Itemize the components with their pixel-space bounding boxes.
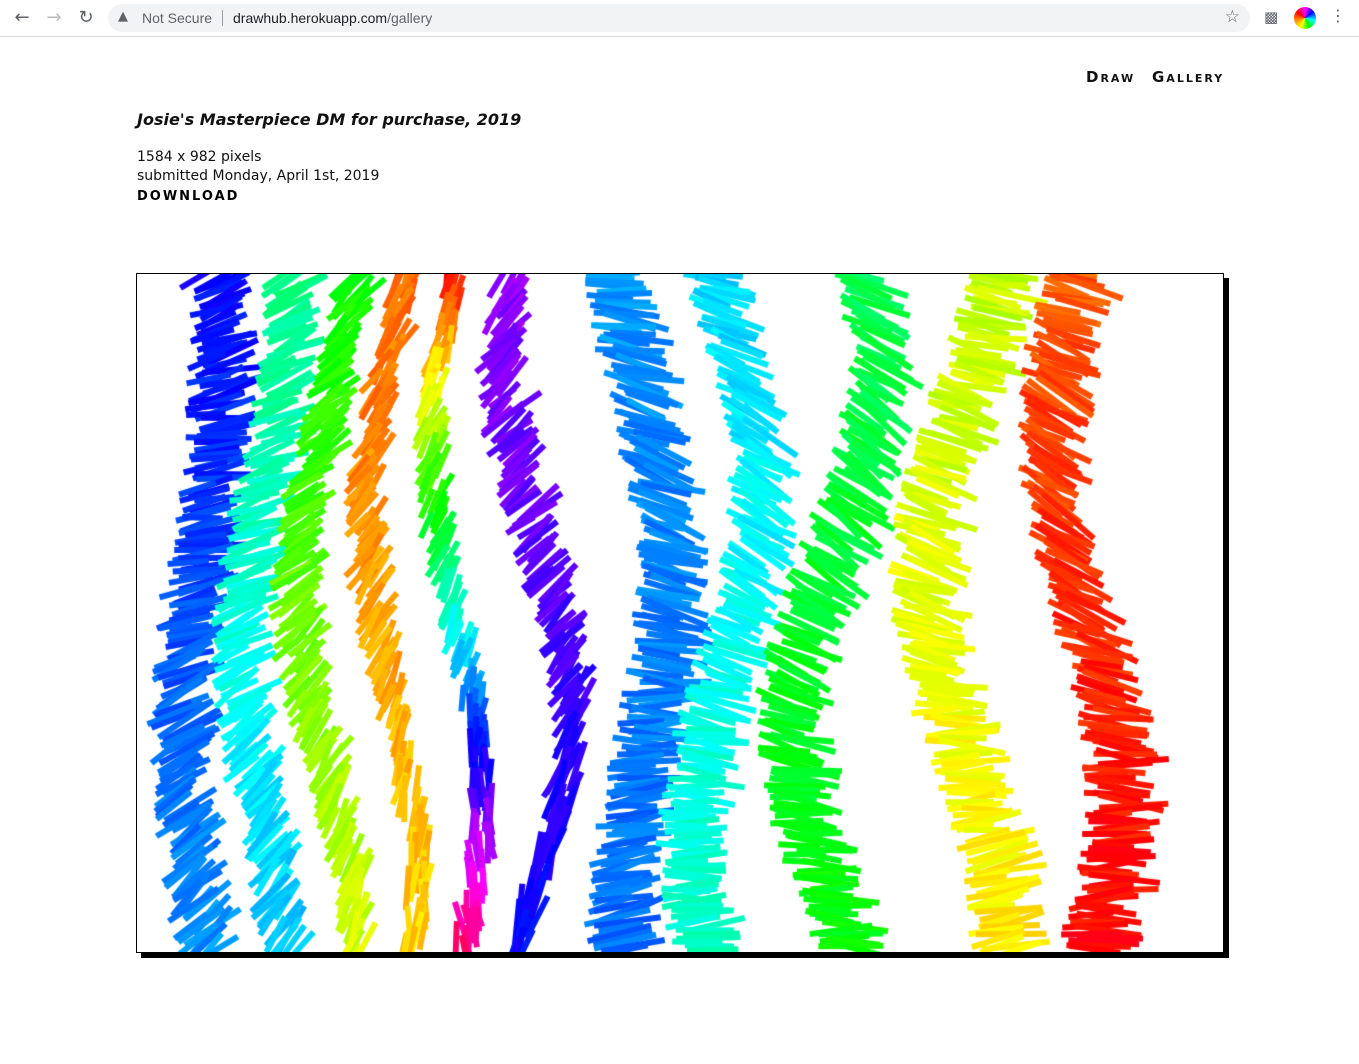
drawing-image — [136, 273, 1224, 953]
back-arrow-icon[interactable]: ← — [14, 7, 30, 28]
puzzle-icon[interactable]: ▩ — [1264, 8, 1279, 26]
nav-draw-link[interactable]: Draw — [1086, 68, 1136, 86]
forward-arrow-icon[interactable]: → — [46, 7, 62, 28]
drawing-submitted-date: submitted Monday, April 1st, 2019 — [137, 168, 380, 184]
browser-toolbar: ← → ↻ ▲ Not Secure drawhub.herokuapp.com… — [0, 0, 1359, 37]
address-bar[interactable]: ▲ Not Secure drawhub.herokuapp.com/galle… — [108, 4, 1250, 32]
url-path: /gallery — [387, 10, 433, 26]
url-host: drawhub.herokuapp.com — [233, 10, 388, 26]
drawing-canvas — [137, 274, 1223, 952]
reload-icon[interactable]: ↻ — [78, 7, 94, 28]
avatar[interactable] — [1294, 7, 1316, 29]
drawing-title: Josie's Masterpiece DM for purchase, 201… — [137, 110, 522, 129]
security-label[interactable]: Not Secure — [142, 10, 213, 26]
star-icon[interactable]: ☆ — [1224, 7, 1240, 27]
divider — [222, 10, 223, 26]
download-link[interactable]: DOWNLOAD — [137, 189, 240, 204]
drawing-dimensions: 1584 x 982 pixels — [137, 149, 262, 165]
warning-icon: ▲ — [118, 9, 128, 24]
url-text[interactable]: drawhub.herokuapp.com/gallery — [233, 10, 432, 26]
nav-gallery-link[interactable]: Gallery — [1152, 68, 1225, 86]
kebab-menu-icon[interactable]: ⋮ — [1330, 6, 1346, 25]
